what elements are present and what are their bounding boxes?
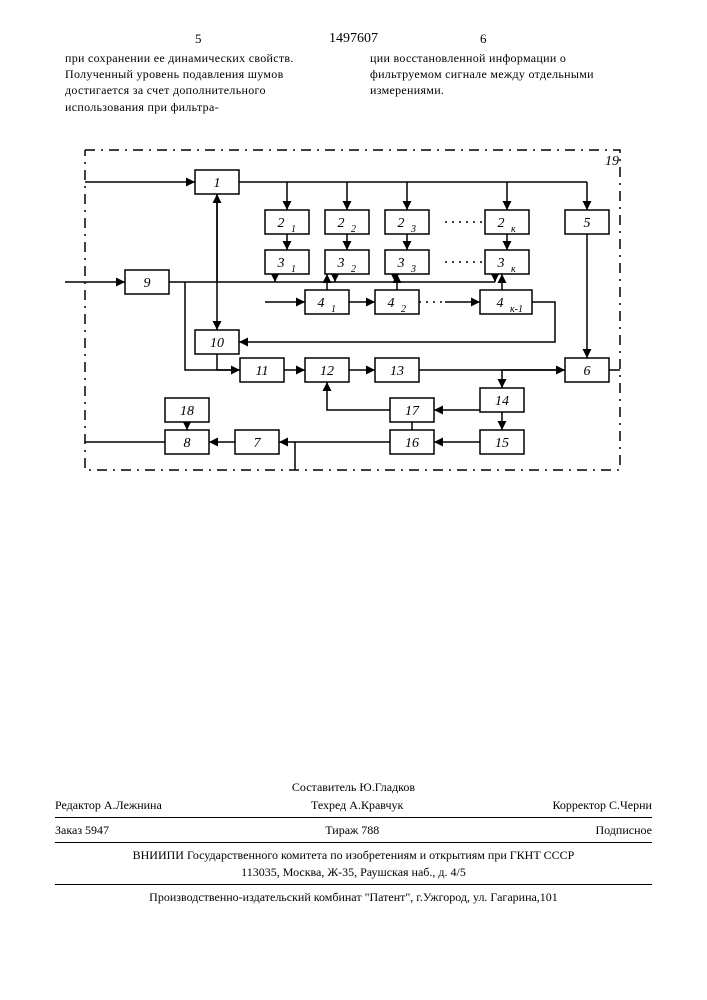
svg-text:к: к bbox=[511, 264, 516, 275]
text-col-left: при сохранении ее динамических свойств. … bbox=[65, 50, 335, 115]
svg-text:15: 15 bbox=[495, 436, 509, 451]
svg-text:2: 2 bbox=[351, 224, 356, 235]
svg-text:7: 7 bbox=[254, 436, 262, 451]
svg-text:1: 1 bbox=[214, 176, 221, 191]
svg-text:2: 2 bbox=[338, 216, 345, 231]
svg-text:2: 2 bbox=[278, 216, 285, 231]
footer-prod: Производственно-издательский комбинат "П… bbox=[55, 889, 652, 905]
svg-text:4: 4 bbox=[318, 296, 325, 311]
text-col-right: ции восстановленной информации о фильтру… bbox=[370, 50, 640, 99]
svg-text:3: 3 bbox=[410, 224, 416, 235]
svg-text:1: 1 bbox=[331, 304, 336, 315]
footer-sostavitel: Составитель Ю.Гладков bbox=[292, 779, 415, 795]
svg-text:2: 2 bbox=[498, 216, 505, 231]
svg-text:19: 19 bbox=[605, 154, 619, 169]
svg-text:6: 6 bbox=[584, 364, 591, 379]
svg-text:4: 4 bbox=[497, 296, 504, 311]
footer-block: Составитель Ю.Гладков Редактор А.Лежнина… bbox=[55, 779, 652, 905]
svg-text:1: 1 bbox=[291, 264, 296, 275]
svg-text:3: 3 bbox=[497, 256, 505, 271]
svg-text:3: 3 bbox=[410, 264, 416, 275]
svg-text:1: 1 bbox=[291, 224, 296, 235]
footer-org1: ВНИИПИ Государственного комитета по изоб… bbox=[55, 847, 652, 863]
svg-text:2: 2 bbox=[398, 216, 405, 231]
svg-text:3: 3 bbox=[277, 256, 285, 271]
svg-text:13: 13 bbox=[390, 364, 404, 379]
svg-text:14: 14 bbox=[495, 394, 509, 409]
svg-text:2: 2 bbox=[351, 264, 356, 275]
svg-text:4: 4 bbox=[388, 296, 395, 311]
footer-tirazh: Тираж 788 bbox=[325, 822, 379, 838]
svg-text:12: 12 bbox=[320, 364, 334, 379]
svg-text:17: 17 bbox=[405, 404, 420, 419]
svg-text:к: к bbox=[511, 224, 516, 235]
svg-text:8: 8 bbox=[184, 436, 191, 451]
footer-korrektor: Корректор С.Черни bbox=[553, 797, 652, 813]
svg-text:11: 11 bbox=[256, 364, 269, 379]
svg-text:9: 9 bbox=[144, 276, 151, 291]
svg-text:18: 18 bbox=[180, 404, 194, 419]
svg-text:к-1: к-1 bbox=[510, 304, 523, 315]
svg-text:2: 2 bbox=[401, 304, 406, 315]
footer-redaktor: Редактор А.Лежнина bbox=[55, 797, 162, 813]
footer-zakaz: Заказ 5947 bbox=[55, 822, 109, 838]
svg-text:3: 3 bbox=[397, 256, 405, 271]
svg-text:16: 16 bbox=[405, 436, 419, 451]
block-diagram: 1912122232к3132333к41424к-15678910111213… bbox=[65, 140, 635, 500]
footer-org2: 113035, Москва, Ж-35, Раушская наб., д. … bbox=[55, 864, 652, 880]
svg-text:3: 3 bbox=[337, 256, 345, 271]
svg-text:10: 10 bbox=[210, 336, 224, 351]
svg-text:5: 5 bbox=[584, 216, 591, 231]
footer-tehred: Техред А.Кравчук bbox=[311, 797, 403, 813]
doc-id: 1497607 bbox=[0, 31, 707, 47]
footer-podpisnoe: Подписное bbox=[595, 822, 652, 838]
